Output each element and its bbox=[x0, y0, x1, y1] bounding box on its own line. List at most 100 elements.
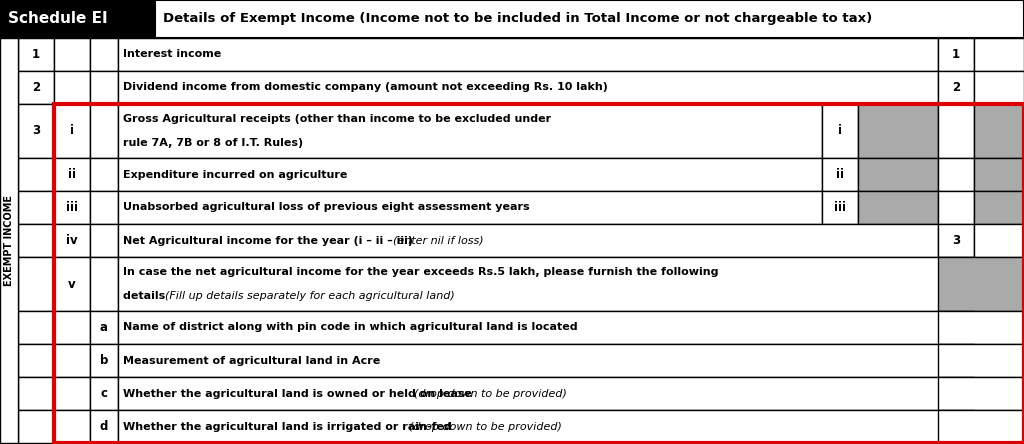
Bar bbox=[18, 104, 54, 158]
Text: (drop down to be provided): (drop down to be provided) bbox=[409, 421, 562, 432]
Bar bbox=[822, 158, 858, 191]
Bar bbox=[90, 224, 118, 257]
Bar bbox=[118, 38, 938, 71]
Bar bbox=[822, 104, 858, 158]
Bar bbox=[18, 410, 54, 443]
Bar bbox=[18, 257, 54, 311]
Bar bbox=[54, 224, 90, 257]
Bar bbox=[938, 158, 974, 191]
Text: d: d bbox=[99, 420, 109, 433]
Text: (enter nil if loss): (enter nil if loss) bbox=[393, 235, 484, 246]
Bar bbox=[118, 158, 822, 191]
Bar bbox=[118, 257, 974, 311]
Text: ii: ii bbox=[68, 168, 76, 181]
Bar bbox=[90, 158, 118, 191]
Bar bbox=[974, 224, 1024, 257]
Text: iv: iv bbox=[67, 234, 78, 247]
Bar bbox=[974, 38, 1024, 71]
Bar bbox=[54, 158, 90, 191]
Bar bbox=[938, 410, 1024, 443]
Bar bbox=[938, 71, 974, 104]
Bar bbox=[938, 311, 1024, 344]
Bar bbox=[54, 38, 90, 71]
Text: Whether the agricultural land is irrigated or rain-fed: Whether the agricultural land is irrigat… bbox=[123, 421, 456, 432]
Bar bbox=[858, 158, 938, 191]
Text: (drop down to be provided): (drop down to be provided) bbox=[414, 388, 567, 399]
Text: Interest income: Interest income bbox=[123, 49, 221, 59]
Text: i: i bbox=[70, 124, 74, 138]
Bar bbox=[858, 191, 938, 224]
Bar bbox=[54, 410, 90, 443]
Bar bbox=[938, 38, 974, 71]
Text: v: v bbox=[69, 278, 76, 290]
Text: Expenditure incurred on agriculture: Expenditure incurred on agriculture bbox=[123, 170, 347, 179]
Bar bbox=[90, 344, 118, 377]
Bar bbox=[54, 104, 1024, 443]
Bar bbox=[118, 344, 974, 377]
Bar bbox=[858, 104, 938, 158]
Bar bbox=[118, 311, 974, 344]
Bar bbox=[822, 191, 858, 224]
Text: 3: 3 bbox=[952, 234, 961, 247]
Bar bbox=[974, 104, 1024, 158]
Bar bbox=[54, 191, 90, 224]
Bar bbox=[18, 377, 54, 410]
Bar bbox=[938, 224, 974, 257]
Text: iii: iii bbox=[66, 201, 78, 214]
Bar bbox=[54, 71, 90, 104]
Text: iii: iii bbox=[834, 201, 846, 214]
Bar bbox=[90, 71, 118, 104]
Bar bbox=[90, 377, 118, 410]
Bar bbox=[118, 377, 974, 410]
Bar bbox=[18, 311, 54, 344]
Text: 1: 1 bbox=[952, 48, 961, 61]
Text: In case the net agricultural income for the year exceeds Rs.5 lakh, please furni: In case the net agricultural income for … bbox=[123, 267, 719, 277]
Bar bbox=[938, 257, 1024, 311]
Text: EXEMPT INCOME: EXEMPT INCOME bbox=[4, 195, 14, 286]
Bar bbox=[18, 191, 54, 224]
Bar bbox=[118, 410, 974, 443]
Bar bbox=[938, 191, 974, 224]
Bar bbox=[974, 71, 1024, 104]
Bar bbox=[18, 344, 54, 377]
Bar bbox=[18, 158, 54, 191]
Bar bbox=[974, 158, 1024, 191]
Text: rule 7A, 7B or 8 of I.T. Rules): rule 7A, 7B or 8 of I.T. Rules) bbox=[123, 138, 303, 148]
Text: Details of Exempt Income (Income not to be included in Total Income or not charg: Details of Exempt Income (Income not to … bbox=[163, 12, 872, 25]
Text: 1: 1 bbox=[32, 48, 40, 61]
Text: 2: 2 bbox=[952, 81, 961, 94]
Bar bbox=[18, 224, 54, 257]
Bar bbox=[938, 104, 974, 158]
Text: b: b bbox=[99, 354, 109, 367]
Bar bbox=[90, 311, 118, 344]
Text: Net Agricultural income for the year (i – ii – iii): Net Agricultural income for the year (i … bbox=[123, 235, 417, 246]
Bar bbox=[90, 191, 118, 224]
Bar bbox=[90, 257, 118, 311]
Bar bbox=[118, 224, 938, 257]
Bar bbox=[18, 38, 54, 71]
Text: c: c bbox=[100, 387, 108, 400]
Bar bbox=[54, 257, 90, 311]
Text: Dividend income from domestic company (amount not exceeding Rs. 10 lakh): Dividend income from domestic company (a… bbox=[123, 83, 608, 92]
Text: Name of district along with pin code in which agricultural land is located: Name of district along with pin code in … bbox=[123, 322, 578, 333]
Bar bbox=[90, 38, 118, 71]
Text: Gross Agricultural receipts (other than income to be excluded under: Gross Agricultural receipts (other than … bbox=[123, 114, 551, 124]
Text: 2: 2 bbox=[32, 81, 40, 94]
Text: a: a bbox=[100, 321, 108, 334]
Bar bbox=[155, 0, 1024, 38]
Bar bbox=[938, 377, 1024, 410]
Bar bbox=[54, 104, 90, 158]
Bar bbox=[54, 377, 90, 410]
Bar bbox=[118, 104, 822, 158]
Text: details: details bbox=[123, 291, 169, 301]
Bar bbox=[938, 344, 1024, 377]
Bar bbox=[90, 410, 118, 443]
Text: ii: ii bbox=[836, 168, 844, 181]
Text: Schedule EI: Schedule EI bbox=[8, 12, 108, 27]
Bar bbox=[0, 38, 18, 443]
Bar bbox=[18, 71, 54, 104]
Text: 3: 3 bbox=[32, 124, 40, 138]
Bar bbox=[0, 0, 155, 38]
Text: Measurement of agricultural land in Acre: Measurement of agricultural land in Acre bbox=[123, 356, 380, 365]
Text: Whether the agricultural land is owned or held on lease: Whether the agricultural land is owned o… bbox=[123, 388, 476, 399]
